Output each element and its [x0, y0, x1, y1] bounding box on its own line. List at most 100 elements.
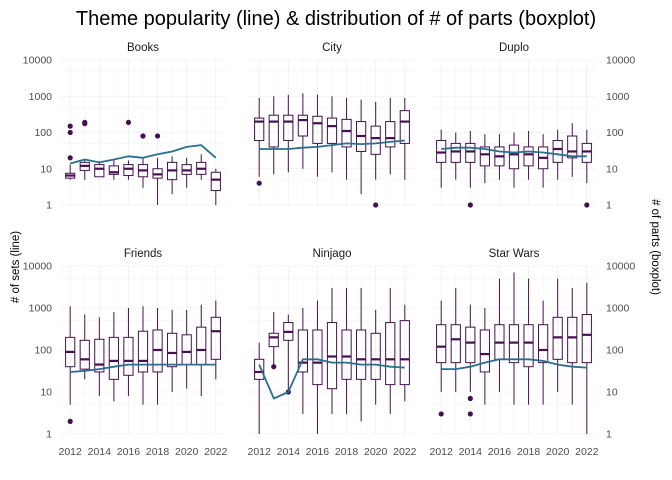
x-tick-label: 2016	[306, 446, 330, 458]
x-tick-label: 2016	[488, 446, 512, 458]
box-iqr	[399, 320, 410, 386]
boxplot	[494, 134, 505, 180]
boxplot	[341, 287, 352, 414]
box-iqr	[356, 329, 367, 380]
boxplot	[297, 308, 308, 414]
y-tick-label-right: 10	[606, 387, 618, 399]
boxplot	[341, 97, 352, 180]
facet-panel: Duplo 1 10 100 1000 10000	[431, 42, 635, 212]
box-iqr	[108, 165, 119, 175]
x-tick-label: 2012	[59, 446, 83, 458]
box-iqr	[326, 117, 338, 144]
y-tick-label-left: 1	[46, 200, 52, 212]
boxplot	[436, 300, 447, 417]
box-iqr	[538, 324, 549, 364]
boxplot	[65, 123, 76, 180]
y-tick-label-right: 10000	[606, 261, 635, 273]
y-tick-label-left: 1000	[29, 91, 53, 103]
box-iqr	[137, 330, 149, 373]
y-tick-label-right: 100	[606, 345, 624, 357]
box-iqr	[94, 338, 105, 373]
box-iqr	[508, 144, 520, 170]
sets-line	[441, 358, 587, 371]
boxplot	[137, 306, 149, 405]
box-iqr	[108, 336, 119, 380]
boxplot	[167, 156, 178, 195]
boxplot	[479, 308, 490, 405]
box-iqr	[123, 336, 134, 376]
boxplot	[523, 278, 534, 405]
boxplot	[297, 93, 308, 169]
facet-label: Star Wars	[489, 248, 540, 260]
boxplot	[326, 96, 338, 173]
x-tick-label: 2018	[335, 446, 359, 458]
facet-panel: Star Wars 1 10 100 1000 10000 2012 2014 2016 2018…	[430, 248, 636, 458]
boxplot	[356, 99, 367, 195]
boxplot	[508, 272, 520, 405]
box-iqr	[94, 164, 105, 178]
boxplot	[196, 154, 207, 180]
facet-label: Books	[127, 42, 159, 54]
boxplot	[268, 312, 279, 370]
x-tick-label: 2018	[146, 446, 170, 458]
boxplot	[450, 132, 461, 180]
boxplot	[137, 133, 149, 188]
boxplot	[196, 304, 207, 397]
outlier-point	[67, 129, 73, 136]
box-iqr	[552, 140, 563, 163]
box-iqr	[341, 118, 352, 148]
sets-line	[70, 363, 216, 373]
y-tick-label-right: 100	[606, 127, 624, 139]
sets-line	[441, 146, 587, 158]
boxplot	[567, 287, 578, 405]
outlier-point	[154, 133, 161, 139]
box-iqr	[79, 339, 90, 370]
boxplot	[210, 300, 221, 380]
boxplot	[254, 97, 265, 186]
boxplot	[356, 287, 367, 422]
x-tick-label: 2018	[517, 446, 541, 458]
boxplot	[108, 312, 119, 402]
boxplot	[312, 94, 323, 177]
boxplot	[581, 129, 592, 208]
boxplot	[268, 96, 279, 175]
box-iqr	[465, 142, 476, 163]
box-iqr	[370, 125, 381, 155]
facet-label: Friends	[124, 248, 163, 260]
boxplot	[465, 130, 476, 208]
boxplot	[508, 132, 520, 188]
boxplot	[538, 300, 549, 405]
y-tick-label-right: 1	[606, 200, 612, 212]
box-iqr	[268, 114, 279, 148]
boxplot	[552, 129, 563, 180]
outlier-point	[373, 202, 379, 208]
box-iqr	[523, 324, 534, 368]
x-tick-label: 2014	[277, 446, 301, 458]
x-tick-label: 2016	[117, 446, 141, 458]
box-iqr	[436, 324, 447, 364]
boxplot	[326, 287, 338, 414]
box-iqr	[312, 329, 323, 386]
outlier-point	[82, 119, 88, 125]
box-iqr	[581, 314, 592, 364]
boxplot	[538, 134, 549, 188]
x-tick-label: 2014	[88, 446, 112, 458]
facet-panel: City	[249, 42, 415, 208]
y-axis-label-right: # of parts (boxplot)	[649, 199, 661, 295]
facet-label: Duplo	[499, 42, 529, 54]
box-iqr	[479, 329, 490, 373]
box-iqr	[385, 322, 396, 386]
x-tick-label: 2012	[430, 446, 454, 458]
outlier-point	[271, 364, 277, 370]
boxplot	[283, 94, 294, 173]
boxplot	[479, 134, 490, 184]
box-iqr	[297, 114, 308, 137]
outlier-point	[67, 123, 73, 129]
y-tick-label-left: 1	[46, 429, 52, 441]
box-iqr	[283, 114, 294, 142]
box-iqr	[268, 332, 279, 348]
x-tick-label: 2012	[248, 446, 272, 458]
box-iqr	[123, 164, 134, 177]
box-iqr	[210, 316, 221, 360]
